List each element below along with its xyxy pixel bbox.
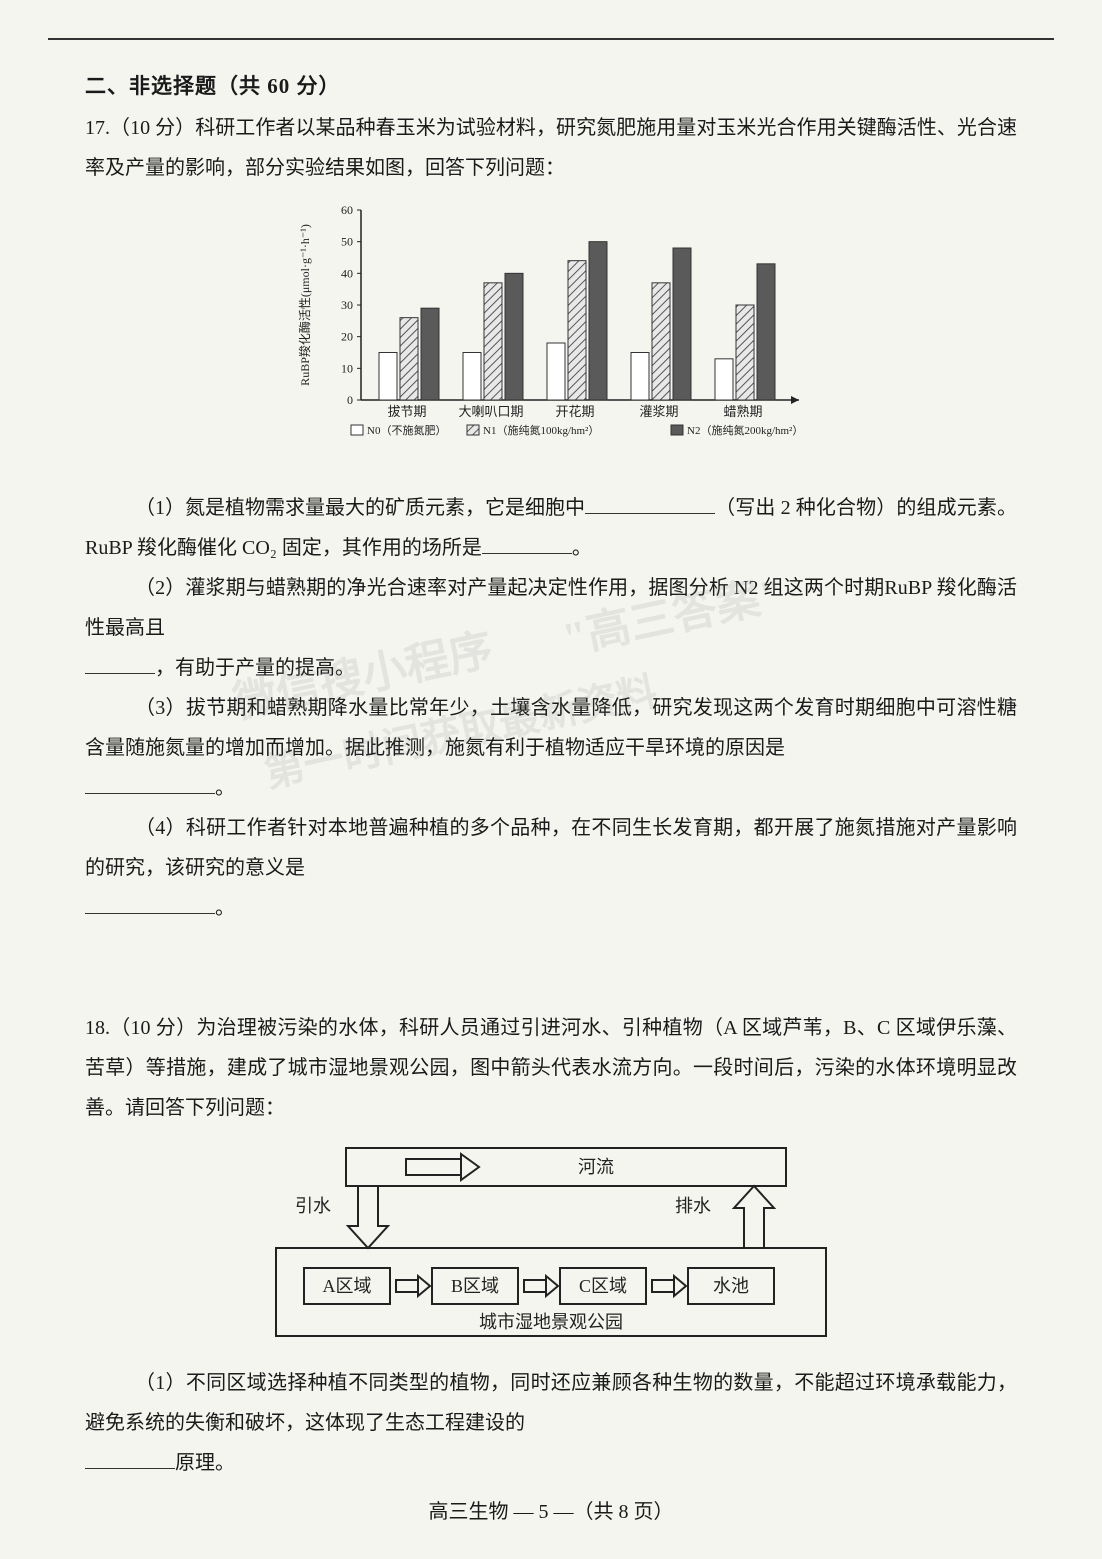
svg-text:C区域: C区域 xyxy=(579,1276,627,1296)
svg-text:10: 10 xyxy=(341,361,353,375)
svg-text:20: 20 xyxy=(341,330,353,344)
blank xyxy=(85,1447,175,1469)
q17-sub2a: （2）灌浆期与蜡熟期的净光合速率对产量起决定性作用，据图分析 N2 组这两个时期… xyxy=(85,568,1017,648)
svg-text:B区域: B区域 xyxy=(451,1276,499,1296)
q17-sub2b: ，有助于产量的提高。 xyxy=(155,657,355,679)
svg-text:30: 30 xyxy=(341,298,353,312)
blank xyxy=(85,892,215,914)
svg-text:河流: 河流 xyxy=(578,1157,614,1177)
svg-text:60: 60 xyxy=(341,203,353,217)
svg-text:引水: 引水 xyxy=(295,1196,331,1216)
svg-text:城市湿地景观公园: 城市湿地景观公园 xyxy=(479,1312,623,1332)
q17-intro: 17.（10 分）科研工作者以某品种春玉米为试验材料，研究氮肥施用量对玉米光合作… xyxy=(85,108,1017,188)
q18-sub1a: （1）不同区域选择种植不同类型的植物，同时还应兼顾各种生物的数量，不能超过环境承… xyxy=(85,1363,1017,1443)
q17-sub3b: 。 xyxy=(215,777,235,799)
q17-sub3: （3）拔节期和蜡熟期降水量比常年少，土壤含水量降低，研究发现这两个发育时期细胞中… xyxy=(85,688,1017,808)
svg-text:开花期: 开花期 xyxy=(555,404,594,419)
q17-sub3a: （3）拔节期和蜡熟期降水量比常年少，土壤含水量降低，研究发现这两个发育时期细胞中… xyxy=(85,688,1017,768)
q17-sub4b: 。 xyxy=(215,897,235,919)
blank xyxy=(85,772,215,794)
q18-sub1b: 原理。 xyxy=(175,1452,235,1474)
q17-sub1a: （1）氮是植物需求量最大的矿质元素，它是细胞中 xyxy=(85,488,585,528)
svg-text:A区域: A区域 xyxy=(323,1276,372,1296)
svg-text:水池: 水池 xyxy=(713,1276,749,1296)
svg-text:灌浆期: 灌浆期 xyxy=(639,404,678,419)
flow-diagram: 河流引水 排水 A区域 B区域 C区域 水池城市湿地景观公园 xyxy=(256,1146,846,1351)
q17-sub4a: （4）科研工作者针对本地普遍种植的多个品种，在不同生长发育期，都开展了施氮措施对… xyxy=(85,808,1017,888)
q17-sub4: （4）科研工作者针对本地普遍种植的多个品种，在不同生长发育期，都开展了施氮措施对… xyxy=(85,808,1017,928)
section-header: 二、非选择题（共 60 分） xyxy=(85,70,1017,100)
q18-intro: 18.（10 分）为治理被污染的水体，科研人员通过引进河水、引种植物（A 区域芦… xyxy=(85,1008,1017,1128)
q17-sub2: （2）灌浆期与蜡熟期的净光合速率对产量起决定性作用，据图分析 N2 组这两个时期… xyxy=(85,568,1017,688)
svg-text:50: 50 xyxy=(341,235,353,249)
svg-text:排水: 排水 xyxy=(675,1196,711,1216)
svg-text:N1（施纯氮100kg/hm²）: N1（施纯氮100kg/hm²） xyxy=(483,423,599,437)
q17-sub1: （1）氮是植物需求量最大的矿质元素，它是细胞中（写出 2 种化合物）的组成元素。… xyxy=(85,488,1017,568)
blank xyxy=(585,492,715,514)
svg-text:蜡熟期: 蜡熟期 xyxy=(723,404,762,419)
blank xyxy=(85,652,155,674)
svg-text:RuBP羧化酶活性(μmol·g⁻¹·h⁻¹): RuBP羧化酶活性(μmol·g⁻¹·h⁻¹) xyxy=(297,224,312,386)
svg-text:N0（不施氮肥）: N0（不施氮肥） xyxy=(367,423,446,437)
q18-sub1: （1）不同区域选择种植不同类型的植物，同时还应兼顾各种生物的数量，不能超过环境承… xyxy=(85,1363,1017,1483)
bar-chart: 0 10 20 30 40 50 60 RuBP羧化酶活性(μmol·g⁻¹·h⁻¹) 拔节期 大… xyxy=(291,200,811,480)
diagram-svg: 河流引水 排水 A区域 B区域 C区域 水池城市湿地景观公园 xyxy=(256,1146,846,1346)
svg-text:拔节期: 拔节期 xyxy=(387,404,426,419)
page-top-rule xyxy=(48,38,1054,40)
svg-text:N2（施纯氮200kg/hm²）: N2（施纯氮200kg/hm²） xyxy=(687,423,803,437)
page-footer: 高三生物 — 5 —（共 8 页） xyxy=(0,1495,1102,1524)
svg-text:大喇叭口期: 大喇叭口期 xyxy=(458,404,523,419)
chart-svg: 0 10 20 30 40 50 60 RuBP羧化酶活性(μmol·g⁻¹·h⁻¹) 拔节期 大… xyxy=(291,200,811,480)
svg-text:0: 0 xyxy=(347,393,353,407)
svg-text:40: 40 xyxy=(341,266,353,280)
q17-sub1c: 。 xyxy=(572,537,592,559)
blank xyxy=(482,532,572,554)
